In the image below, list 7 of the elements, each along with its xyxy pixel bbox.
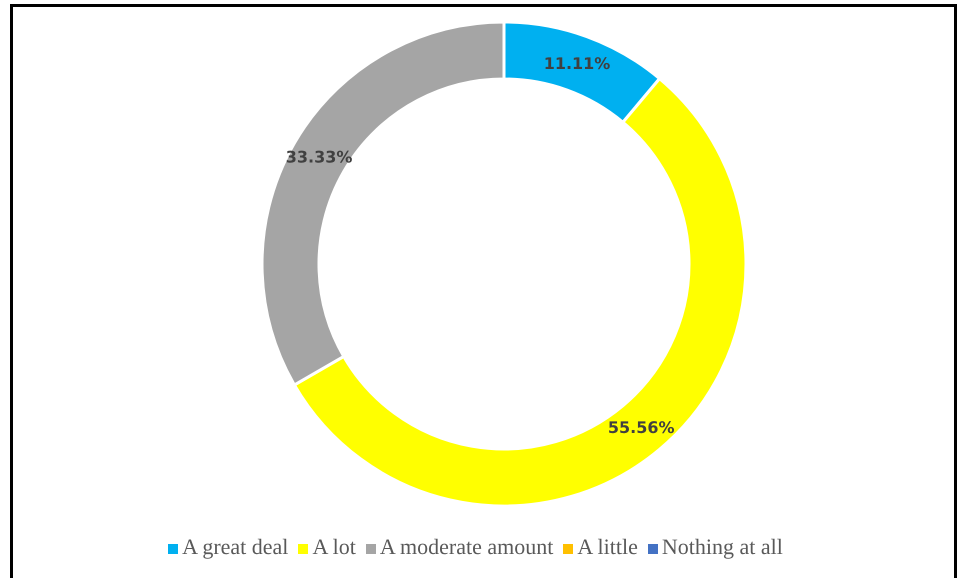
legend-label: A great deal bbox=[182, 534, 288, 559]
data-label: 11.11% bbox=[544, 54, 610, 73]
legend-label: A moderate amount bbox=[380, 534, 554, 559]
data-label: 55.56% bbox=[608, 418, 675, 438]
legend-label: A lot bbox=[312, 534, 356, 559]
legend-label: A little bbox=[577, 534, 638, 559]
legend-label: Nothing at all bbox=[662, 534, 783, 559]
